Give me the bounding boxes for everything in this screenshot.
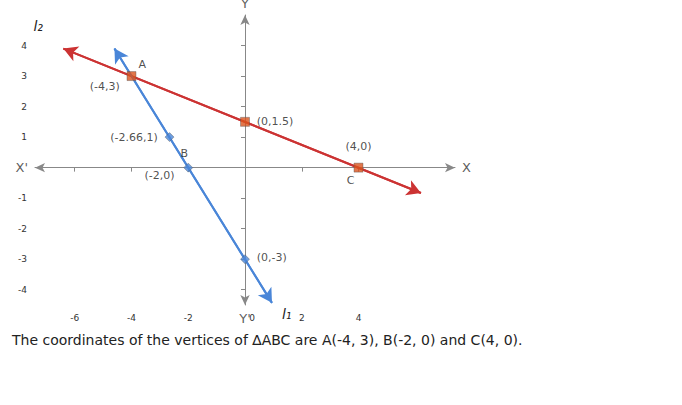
svg-text:B: B [180,147,188,160]
svg-text:A: A [138,58,146,71]
svg-text:-1: -1 [18,193,27,203]
svg-text:X: X [462,160,471,175]
html-text:The coordinates of the vertice: The coordinates of the vertices of ∆ABC … [12,332,523,348]
svg-text:X': X' [16,160,28,175]
svg-text:(-4,3): (-4,3) [90,80,120,93]
svg-text:l₁: l₁ [282,306,292,322]
svg-text:2: 2 [21,102,27,112]
svg-text:-2: -2 [18,224,27,234]
svg-text:-3: -3 [18,254,27,264]
svg-text:0: 0 [249,312,255,323]
svg-text:(-2,0): (-2,0) [144,169,174,182]
svg-text:(0,-3): (0,-3) [257,251,287,264]
svg-text:-4: -4 [18,285,27,295]
svg-text:1: 1 [21,132,27,142]
svg-text:(-2.66,1): (-2.66,1) [110,131,158,144]
svg-text:Y': Y' [238,311,251,326]
svg-text:(0,1.5): (0,1.5) [257,115,294,128]
svg-text:2: 2 [299,313,305,323]
svg-text:-4: -4 [127,313,136,323]
svg-text:l₂: l₂ [33,18,43,34]
svg-text:-6: -6 [70,313,79,323]
svg-text:(4,0): (4,0) [345,140,371,153]
svg-text:-2: -2 [184,313,193,323]
svg-text:C: C [347,174,355,187]
svg-text:3: 3 [21,71,27,81]
svg-text:Y: Y [240,0,249,11]
svg-text:4: 4 [21,41,27,51]
svg-text:4: 4 [356,313,362,323]
